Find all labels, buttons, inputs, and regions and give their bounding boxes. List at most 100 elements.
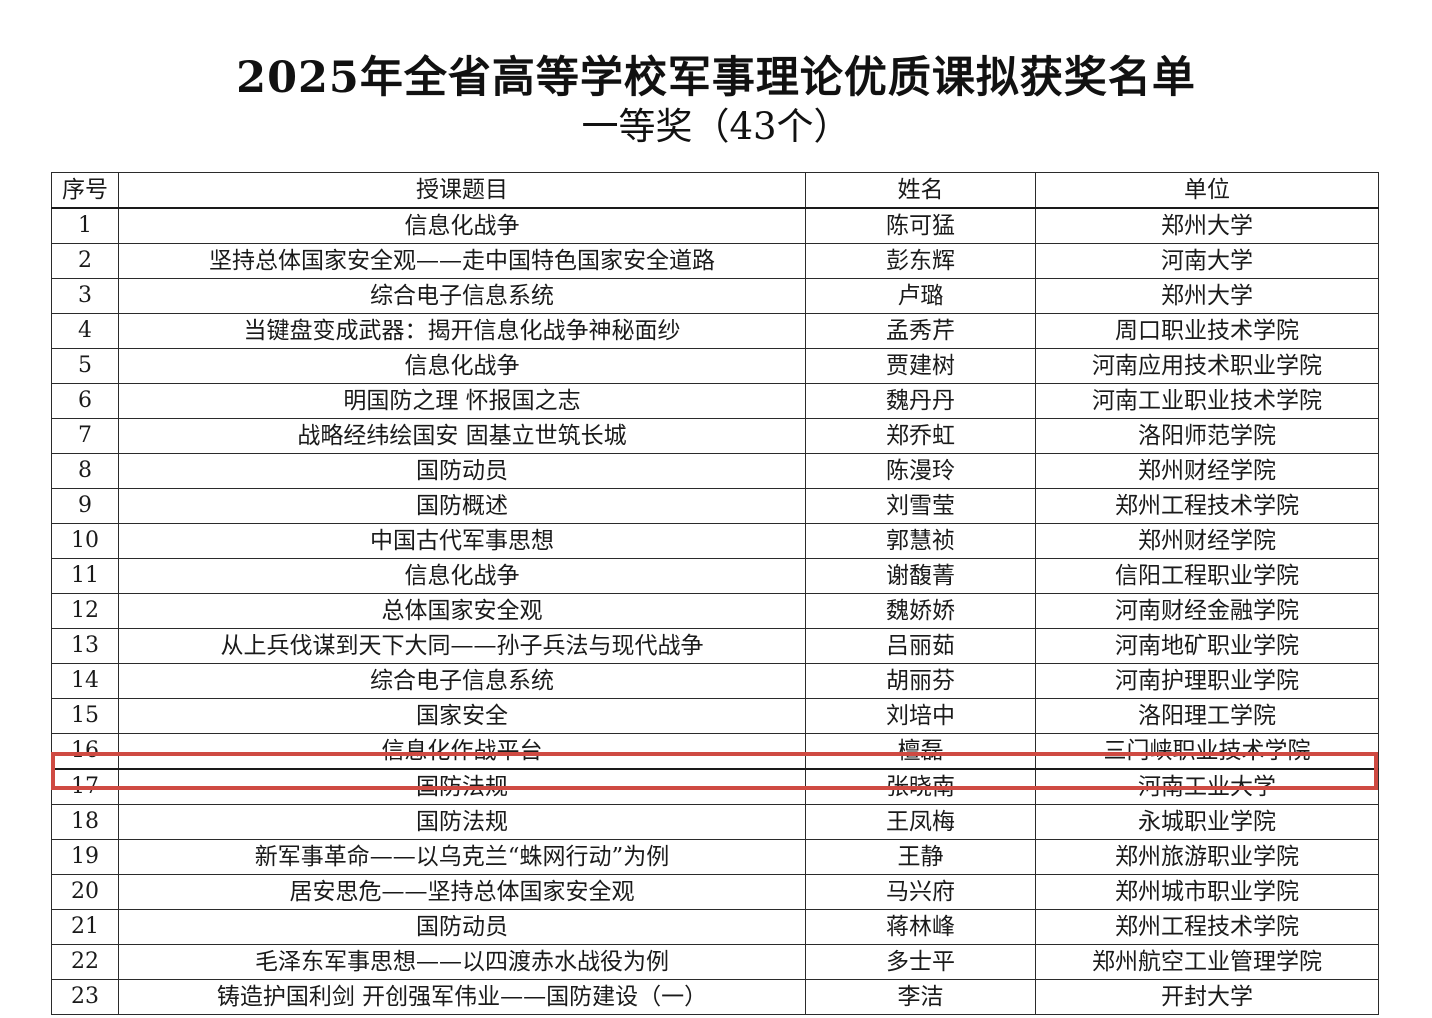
cell-name: 王静 (805, 839, 1036, 875)
table-row: 21 国防动员 蒋林峰 郑州工程技术学院 (51, 909, 1379, 945)
cell-index: 17 (51, 768, 119, 805)
cell-title: 国防动员 (118, 453, 806, 489)
cell-title: 国家安全 (118, 698, 806, 734)
table-row: 4 当键盘变成武器：揭开信息化战争神秘面纱 孟秀芹 周口职业技术学院 (51, 313, 1379, 349)
table-row: 17 国防法规 张晓南 河南工业大学 (51, 768, 1379, 805)
table-header-row: 序号 授课题目 姓名 单位 (51, 172, 1379, 209)
table-row: 10 中国古代军事思想 郭慧祯 郑州财经学院 (51, 523, 1379, 559)
cell-name: 胡丽芬 (805, 663, 1036, 699)
table-row: 9 国防概述 刘雪莹 郑州工程技术学院 (51, 488, 1379, 524)
cell-index: 6 (51, 383, 119, 419)
cell-index: 12 (51, 593, 119, 629)
cell-title: 信息化战争 (118, 207, 806, 244)
cell-name: 谢馥菁 (805, 558, 1036, 594)
cell-title: 国防法规 (118, 768, 806, 805)
award-table: 序号 授课题目 姓名 单位 1 信息化战争 陈可猛 郑州大学 2 坚持总体国家安全观——走… (51, 172, 1379, 1015)
table-row: 6 明国防之理 怀报国之志 魏丹丹 河南工业职业技术学院 (51, 383, 1379, 419)
cell-index: 13 (51, 628, 119, 664)
table-row: 13 从上兵伐谋到天下大同——孙子兵法与现代战争 吕丽茹 河南地矿职业学院 (51, 628, 1379, 664)
cell-title: 毛泽东军事思想——以四渡赤水战役为例 (118, 944, 806, 980)
cell-title: 新军事革命——以乌克兰“蛛网行动”为例 (118, 839, 806, 875)
column-header-name: 姓名 (805, 172, 1036, 209)
cell-name: 多士平 (805, 944, 1036, 980)
cell-index: 14 (51, 663, 119, 699)
table-row: 2 坚持总体国家安全观——走中国特色国家安全道路 彭东辉 河南大学 (51, 243, 1379, 279)
cell-index: 7 (51, 418, 119, 454)
cell-title: 当键盘变成武器：揭开信息化战争神秘面纱 (118, 313, 806, 349)
cell-unit: 信阳工程职业学院 (1035, 558, 1379, 594)
cell-unit: 郑州工程技术学院 (1035, 909, 1379, 945)
cell-name: 刘雪莹 (805, 488, 1036, 524)
cell-unit: 开封大学 (1035, 979, 1379, 1015)
table-row: 1 信息化战争 陈可猛 郑州大学 (51, 207, 1379, 244)
cell-name: 马兴府 (805, 874, 1036, 910)
cell-name: 吕丽茹 (805, 628, 1036, 664)
cell-index: 3 (51, 278, 119, 314)
table-row: 18 国防法规 王凤梅 永城职业学院 (51, 804, 1379, 840)
cell-title: 综合电子信息系统 (118, 278, 806, 314)
table-row: 8 国防动员 陈漫玲 郑州财经学院 (51, 453, 1379, 489)
cell-name: 郑乔虹 (805, 418, 1036, 454)
cell-name: 蒋林峰 (805, 909, 1036, 945)
table-row: 5 信息化战争 贾建树 河南应用技术职业学院 (51, 348, 1379, 384)
table-body: 1 信息化战争 陈可猛 郑州大学 2 坚持总体国家安全观——走中国特色国家安全道路 彭东辉河… (51, 207, 1379, 1015)
cell-title: 信息化战争 (118, 348, 806, 384)
cell-name: 王凤梅 (805, 804, 1036, 840)
cell-index: 16 (51, 733, 119, 770)
cell-name: 郭慧祯 (805, 523, 1036, 559)
cell-unit: 周口职业技术学院 (1035, 313, 1379, 349)
cell-title: 国防法规 (118, 804, 806, 840)
column-header-index: 序号 (51, 172, 119, 209)
cell-unit: 郑州城市职业学院 (1035, 874, 1379, 910)
cell-name: 卢璐 (805, 278, 1036, 314)
cell-index: 11 (51, 558, 119, 594)
cell-title: 信息化战争 (118, 558, 806, 594)
column-header-title: 授课题目 (118, 172, 806, 209)
cell-name: 魏娇娇 (805, 593, 1036, 629)
cell-index: 18 (51, 804, 119, 840)
cell-title: 信息化作战平台 (118, 733, 806, 770)
cell-unit: 河南财经金融学院 (1035, 593, 1379, 629)
cell-title: 坚持总体国家安全观——走中国特色国家安全道路 (118, 243, 806, 279)
table-row: 3 综合电子信息系统 卢璐 郑州大学 (51, 278, 1379, 314)
cell-title: 国防概述 (118, 488, 806, 524)
cell-unit: 河南工业职业技术学院 (1035, 383, 1379, 419)
cell-title: 明国防之理 怀报国之志 (118, 383, 806, 419)
cell-name: 孟秀芹 (805, 313, 1036, 349)
cell-unit: 河南大学 (1035, 243, 1379, 279)
cell-name: 檀磊 (805, 733, 1036, 770)
table-row: 15 国家安全 刘培中 洛阳理工学院 (51, 698, 1379, 734)
cell-unit: 郑州旅游职业学院 (1035, 839, 1379, 875)
cell-unit: 洛阳理工学院 (1035, 698, 1379, 734)
cell-name: 李洁 (805, 979, 1036, 1015)
cell-index: 15 (51, 698, 119, 734)
cell-index: 5 (51, 348, 119, 384)
cell-unit: 河南应用技术职业学院 (1035, 348, 1379, 384)
table-row: 7 战略经纬绘国安 固基立世筑长城 郑乔虹 洛阳师范学院 (51, 418, 1379, 454)
cell-title: 从上兵伐谋到天下大同——孙子兵法与现代战争 (118, 628, 806, 664)
cell-unit: 郑州财经学院 (1035, 453, 1379, 489)
cell-title: 居安思危——坚持总体国家安全观 (118, 874, 806, 910)
cell-unit: 郑州航空工业管理学院 (1035, 944, 1379, 980)
cell-title: 战略经纬绘国安 固基立世筑长城 (118, 418, 806, 454)
award-table-container: 序号 授课题目 姓名 单位 1 信息化战争 陈可猛 郑州大学 2 坚持总体国家安全观——走… (51, 172, 1379, 1015)
cell-unit: 郑州大学 (1035, 207, 1379, 244)
table-row: 12 总体国家安全观 魏娇娇 河南财经金融学院 (51, 593, 1379, 629)
cell-name: 陈可猛 (805, 207, 1036, 244)
table-row: 14 综合电子信息系统 胡丽芬 河南护理职业学院 (51, 663, 1379, 699)
cell-unit: 三门峡职业技术学院 (1035, 733, 1379, 770)
cell-unit: 河南护理职业学院 (1035, 663, 1379, 699)
cell-title: 铸造护国利剑 开创强军伟业——国防建设（一） (118, 979, 806, 1015)
table-header: 序号 授课题目 姓名 单位 (51, 172, 1379, 209)
cell-unit: 郑州工程技术学院 (1035, 488, 1379, 524)
document-title: 2025年全省高等学校军事理论优质课拟获奖名单 (236, 53, 1196, 103)
cell-name: 彭东辉 (805, 243, 1036, 279)
cell-unit: 洛阳师范学院 (1035, 418, 1379, 454)
cell-index: 20 (51, 874, 119, 910)
cell-unit: 郑州大学 (1035, 278, 1379, 314)
cell-unit: 河南地矿职业学院 (1035, 628, 1379, 664)
cell-index: 10 (51, 523, 119, 559)
cell-index: 23 (51, 979, 119, 1015)
cell-name: 刘培中 (805, 698, 1036, 734)
